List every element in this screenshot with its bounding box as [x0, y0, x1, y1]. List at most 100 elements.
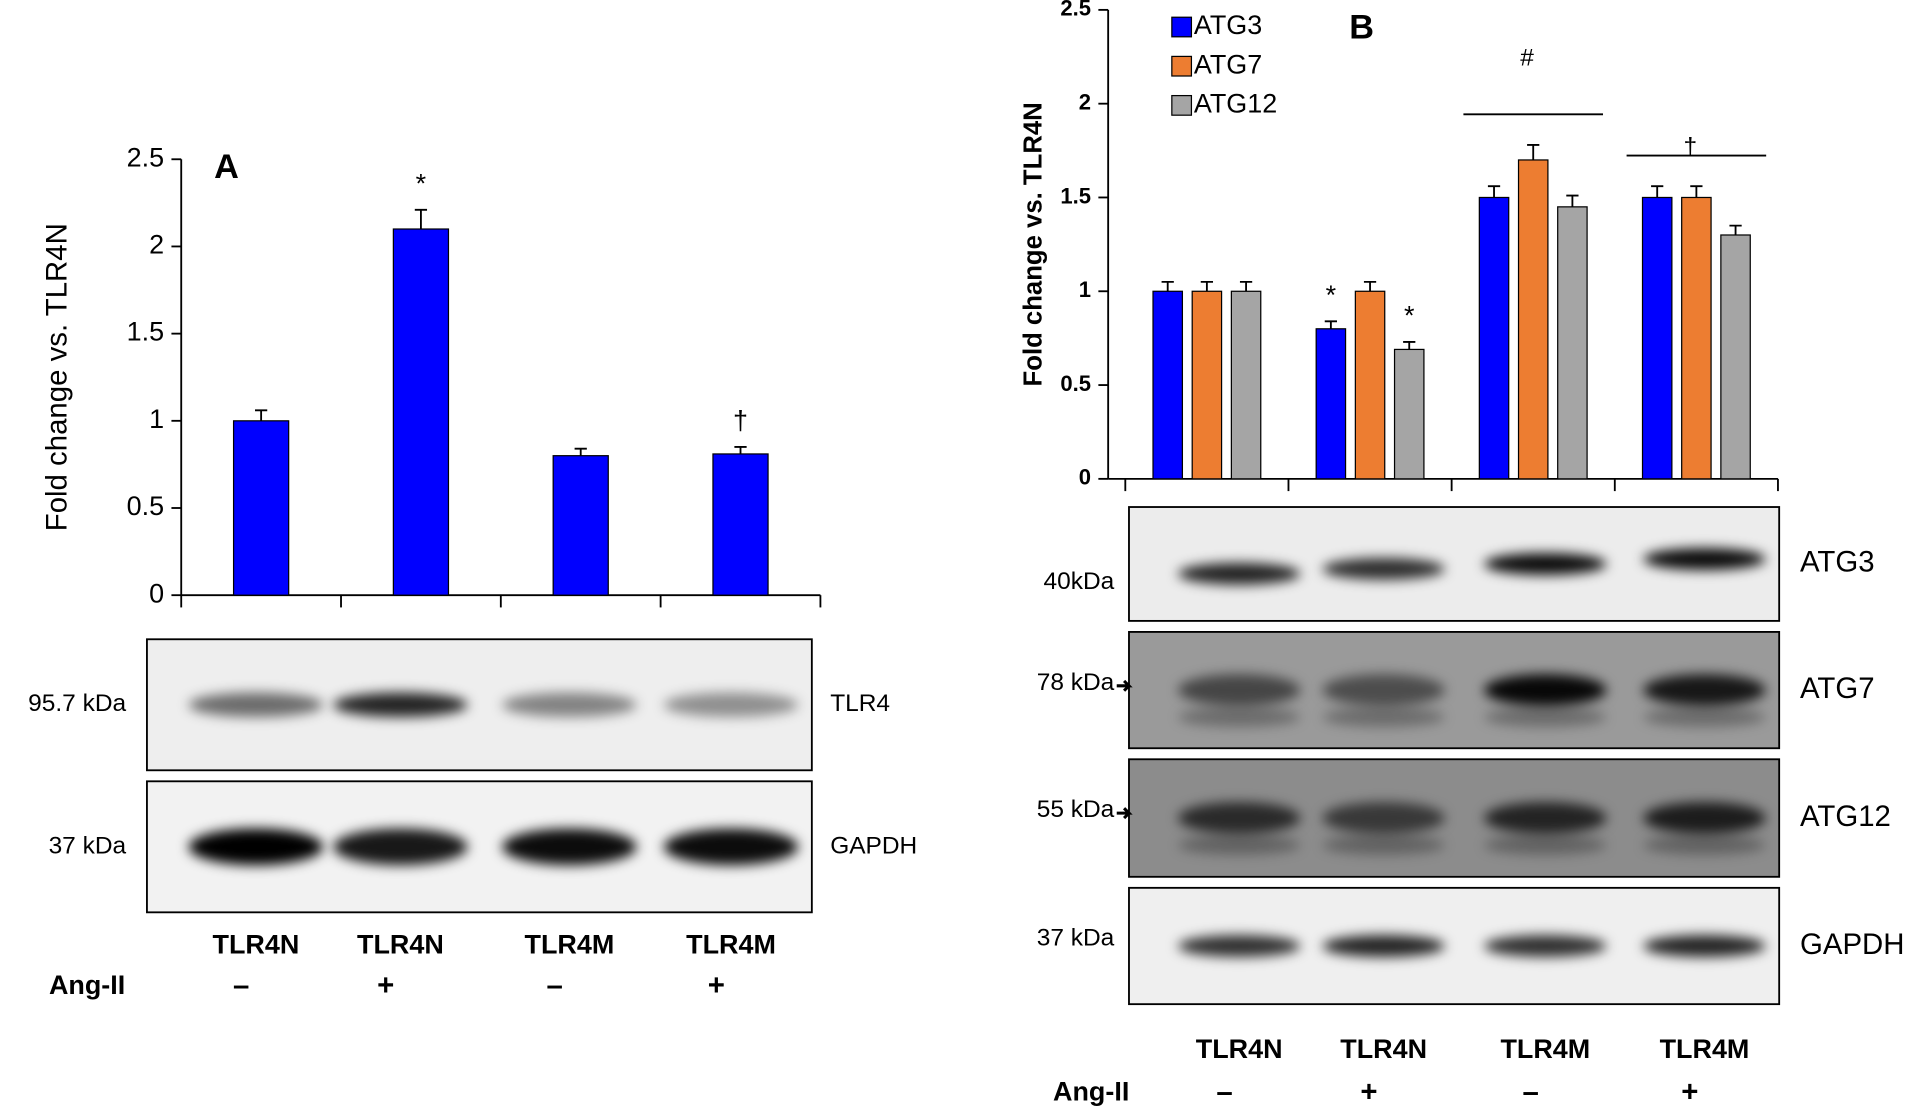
y-tick-label: 2 — [1079, 90, 1091, 115]
treatment-sign: + — [708, 969, 725, 1002]
lane-label: TLR4N — [213, 930, 300, 960]
error-bar — [1403, 340, 1416, 350]
blot-band — [1322, 835, 1445, 855]
y-tick-label: 0 — [1079, 465, 1091, 490]
blot-band — [663, 828, 799, 866]
y-axis-label: Fold change vs. TLR4N — [1019, 102, 1047, 386]
error-bar — [1324, 320, 1337, 329]
legend-swatch — [1171, 16, 1193, 38]
y-tick-label: 1.5 — [1060, 183, 1091, 208]
blot-band — [502, 692, 637, 718]
error-bar — [1566, 194, 1579, 207]
blot-band — [1643, 548, 1766, 571]
lane-label: TLR4M — [1660, 1034, 1750, 1064]
y-tick-label: 0.5 — [127, 491, 164, 521]
blot-label: GAPDH — [830, 832, 917, 859]
legend-label: ATG12 — [1194, 88, 1277, 118]
bar — [1478, 196, 1510, 480]
blot-band — [1643, 835, 1766, 855]
blot-band — [1177, 674, 1301, 706]
blot-band — [333, 692, 468, 718]
treatment-sign: – — [547, 969, 563, 1002]
treatment-sign: – — [1216, 1075, 1232, 1108]
error-bar — [1200, 280, 1214, 292]
error-bar — [1363, 280, 1377, 292]
blot-marker: 95.7 kDa — [28, 690, 126, 717]
blot-band — [1322, 707, 1445, 727]
bar — [1230, 290, 1262, 480]
y-tick-label: 1 — [149, 404, 164, 434]
y-axis-label: Fold change vs. TLR4N — [41, 223, 74, 531]
error-bar — [255, 409, 268, 421]
significance-marker: * — [1326, 280, 1337, 310]
blot-band — [502, 828, 637, 866]
y-tick-label: 0 — [149, 578, 164, 608]
blot-band — [1177, 707, 1301, 727]
panel-title: B — [1349, 9, 1374, 47]
blot-band — [663, 692, 799, 718]
blot-marker: 40kDa — [1044, 568, 1115, 595]
legend-swatch — [1171, 55, 1193, 77]
blot-band — [1484, 552, 1607, 575]
blot-marker: 78 kDa — [1037, 669, 1115, 696]
blot-band — [1484, 934, 1607, 958]
blot-band — [1177, 835, 1301, 855]
blot-band — [1177, 934, 1301, 958]
lane-label: TLR4M — [686, 930, 776, 960]
blot-band — [1322, 674, 1445, 706]
blot-label: ATG3 — [1800, 546, 1875, 579]
significance-marker: † — [1683, 134, 1697, 161]
lane-label: TLR4N — [357, 930, 444, 960]
treatment-sign: + — [1681, 1075, 1698, 1108]
blot-marker: 55 kDa — [1037, 796, 1115, 823]
bar — [1681, 196, 1712, 480]
blot-band — [1322, 557, 1445, 580]
lane-label: TLR4N — [1196, 1034, 1283, 1064]
bar — [232, 420, 290, 596]
error-bar — [1651, 185, 1664, 198]
arrow — [1116, 679, 1133, 692]
treatment-sign: – — [1522, 1075, 1538, 1108]
blot-band — [1643, 707, 1766, 727]
blot-band — [1177, 802, 1301, 834]
lane-label: TLR4N — [1340, 1034, 1427, 1064]
bar — [1720, 234, 1751, 480]
error-bar — [1487, 185, 1501, 198]
bar — [392, 228, 450, 596]
error-bar — [734, 446, 747, 454]
bar — [552, 455, 609, 596]
error-bar — [1729, 224, 1742, 235]
blot-marker: 37 kDa — [1037, 925, 1115, 952]
blot-band — [333, 828, 468, 866]
blot-band — [1322, 934, 1445, 958]
y-tick-label: 2.5 — [127, 142, 164, 172]
blot-marker: 37 kDa — [49, 832, 127, 859]
blot-band — [1484, 707, 1607, 727]
treatment-label: Ang-II — [49, 970, 125, 1000]
lane-label: TLR4M — [1500, 1034, 1590, 1064]
blot-label: GAPDH — [1800, 928, 1904, 961]
y-tick-label: 0.5 — [1060, 371, 1091, 396]
significance-marker: † — [733, 406, 748, 436]
blot-band — [188, 692, 324, 718]
blot-band — [1643, 934, 1766, 958]
arrow — [1116, 807, 1133, 820]
treatment-sign: + — [1360, 1075, 1377, 1108]
lane-label: TLR4M — [525, 930, 615, 960]
bar — [1315, 328, 1347, 480]
treatment-sign: + — [377, 969, 394, 1002]
y-tick-label: 2.5 — [1060, 0, 1091, 21]
blot-band — [188, 828, 324, 866]
blot-label: TLR4 — [830, 690, 890, 717]
error-bar — [414, 208, 428, 230]
significance-marker: # — [1520, 45, 1534, 72]
y-tick-label: 1 — [1079, 277, 1091, 302]
blot-band — [1322, 802, 1445, 834]
significance-marker: * — [1404, 301, 1415, 331]
error-bar — [1239, 280, 1253, 292]
panel-title: A — [214, 148, 239, 186]
blot-band — [1484, 802, 1607, 834]
y-tick-label: 2 — [149, 230, 164, 260]
